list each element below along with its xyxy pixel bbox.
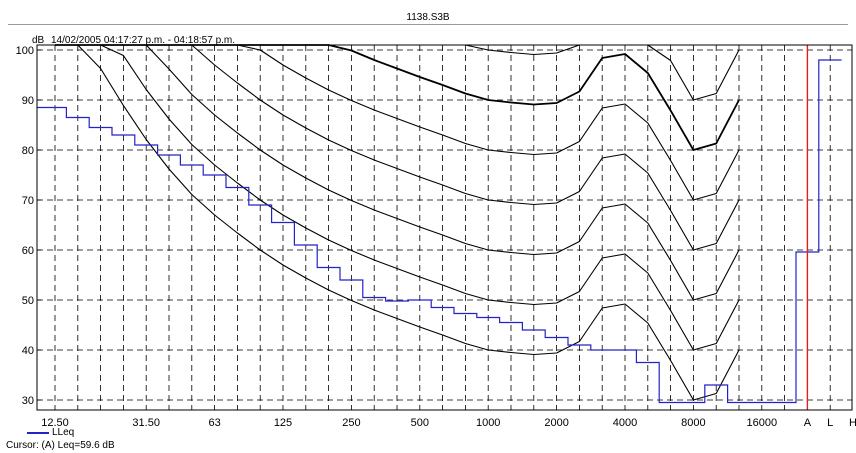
contour-100-phon [55, 44, 740, 101]
legend-swatch-lleq [27, 432, 49, 434]
x-tick-label: 8000 [681, 417, 705, 429]
cursor-readout: Cursor: (A) Leq=59.6 dB [6, 440, 115, 451]
x-tick-label: 2000 [544, 417, 568, 429]
x-tick-labels: 12.50 31.50 63 125 250 500 1000 2000 4000 8000 160… [41, 417, 856, 429]
contour-50-phon [55, 44, 740, 351]
grid-lines [37, 45, 852, 410]
x-tick-label: H [849, 417, 856, 429]
x-tick-label: L [827, 417, 833, 429]
x-tick-label: A [804, 417, 812, 429]
window-title: 1138.S3B [406, 12, 450, 23]
x-tick-label: 31.50 [132, 417, 160, 429]
y-tick-label: 40 [22, 345, 34, 357]
y-tick-label: 60 [22, 245, 34, 257]
x-tick-label: 250 [342, 417, 360, 429]
x-tick-label: 125 [274, 417, 292, 429]
y-tick-label: 90 [22, 95, 34, 107]
title-divider [8, 24, 848, 25]
legend: LLeq [27, 427, 75, 438]
plot-frame [36, 44, 853, 411]
legend-label-lleq: LLeq [52, 427, 75, 438]
y-tick-labels: 30 40 50 60 70 80 90 100 [16, 45, 34, 407]
y-tick-label: 30 [22, 395, 34, 407]
y-axis-label: dB [32, 35, 45, 46]
y-tick-label: 50 [22, 295, 34, 307]
x-tick-label: 1000 [476, 417, 500, 429]
series-lleq [37, 59, 842, 404]
x-tick-label: 63 [208, 417, 220, 429]
y-tick-label: 80 [22, 145, 34, 157]
x-tick-label: 4000 [613, 417, 637, 429]
y-tick-label: 100 [16, 45, 34, 57]
x-tick-label: 500 [411, 417, 429, 429]
contour-60-phon [55, 44, 740, 301]
chart-subtitle: 14/02/2005 04:17:27 p.m. - 04:18:57 p.m. [51, 35, 235, 46]
series-lines [37, 59, 842, 404]
contour-40-phon [55, 44, 740, 401]
y-tick-label: 70 [22, 195, 34, 207]
x-tick-label: 12.50 [41, 417, 69, 429]
x-tick-label: 16000 [747, 417, 778, 429]
